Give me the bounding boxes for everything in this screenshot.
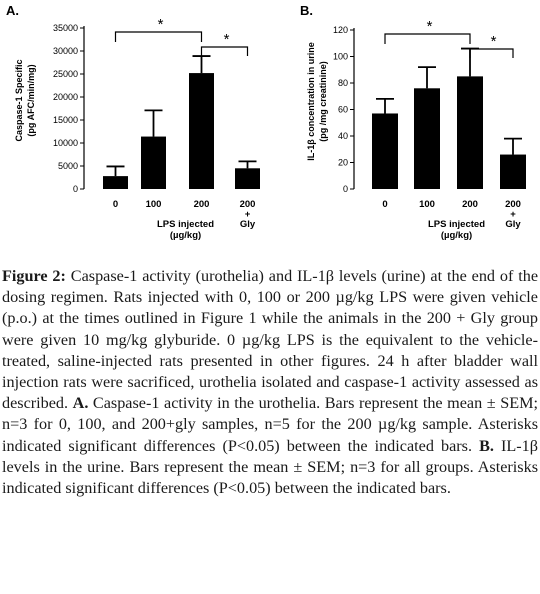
x-tick-label: 200 (505, 199, 521, 210)
y-tick-label: 0 (343, 184, 348, 194)
bar (141, 136, 166, 189)
significance-bracket (200, 46, 249, 56)
significance-asterisk: * (427, 18, 433, 35)
x-tick-label: 0 (113, 199, 118, 210)
y-tick-label: 120 (333, 25, 348, 35)
y-tick-label: 60 (338, 105, 348, 115)
y-axis-label: IL-1β concentration in urine (306, 42, 316, 161)
caption-figure-label: Figure 2: (2, 267, 66, 285)
x-axis-label: (µg/kg) (170, 230, 201, 241)
caption-panel-b-label: B. (479, 436, 494, 455)
x-tick-label: 200 (240, 199, 256, 210)
y-tick-label: 40 (338, 131, 348, 141)
y-tick-label: 30000 (53, 46, 78, 56)
x-axis-label: (µg/kg) (441, 230, 472, 241)
significance-bracket (114, 31, 203, 42)
y-tick-label: 20000 (53, 92, 78, 102)
bar (414, 88, 440, 189)
figure-caption: Figure 2: Caspase-1 activity (urothelia)… (2, 266, 538, 499)
x-tick-label: 0 (382, 199, 387, 210)
x-axis-label: LPS injected (428, 219, 485, 230)
y-tick-label: 20 (338, 158, 348, 168)
y-axis-label: (pg AFC/min/mg) (26, 64, 36, 136)
x-tick-label: 200 (462, 199, 478, 210)
y-tick-label: 25000 (53, 69, 78, 79)
bar (457, 76, 483, 189)
caption-text-intro: Caspase-1 activity (urothelia) and IL-1β… (2, 267, 539, 413)
x-axis-label: LPS injected (157, 219, 214, 230)
y-tick-label: 10000 (53, 138, 78, 148)
x-tick-label: 100 (146, 199, 162, 210)
significance-bracket (384, 33, 471, 44)
significance-bracket (469, 48, 514, 58)
significance-asterisk: * (158, 16, 164, 33)
panel-letter: B. (300, 3, 313, 18)
bar (372, 113, 398, 189)
x-tick-label: + (510, 209, 516, 220)
chart-panel-1: B. 0 20 40 60 80 100 120 IL-1β concentration in … (300, 3, 526, 241)
y-axis-label: Caspase-1 Specific (14, 59, 24, 141)
y-tick-label: 100 (333, 52, 348, 62)
y-axis-label: (pg /mg creatinine) (318, 61, 328, 142)
y-tick-label: 0 (73, 184, 78, 194)
bar (235, 168, 260, 189)
bar (189, 73, 214, 189)
significance-asterisk: * (491, 33, 497, 50)
bar (500, 154, 526, 189)
caption-panel-a-label: A. (72, 394, 89, 413)
caption-text-panel-b: IL-1β levels in the urine. Bars represen… (2, 436, 539, 498)
x-tick-label: 100 (419, 199, 435, 210)
caption-text-panel-a: Caspase-1 activity in the urothelia. Bar… (2, 394, 538, 455)
bar (103, 176, 128, 189)
panel-letter: A. (6, 3, 19, 18)
x-tick-label: 200 (194, 199, 210, 210)
significance-asterisk: * (224, 31, 230, 48)
x-tick-label: Gly (240, 219, 256, 230)
chart-panel-0: A. 0 5000 10000 15000 20000 25000 30000 35000 Cas… (6, 3, 260, 241)
x-tick-label: + (245, 209, 251, 220)
y-tick-label: 5000 (58, 161, 78, 171)
figure-charts: A.05000100001500020000250003000035000Cas… (6, 3, 526, 241)
y-tick-label: 80 (338, 78, 348, 88)
figure: A. 0 5000 10000 15000 20000 25000 30000 35000 Cas… (0, 0, 540, 262)
y-tick-label: 35000 (53, 23, 78, 33)
y-tick-label: 15000 (53, 115, 78, 125)
x-tick-label: Gly (505, 219, 521, 230)
